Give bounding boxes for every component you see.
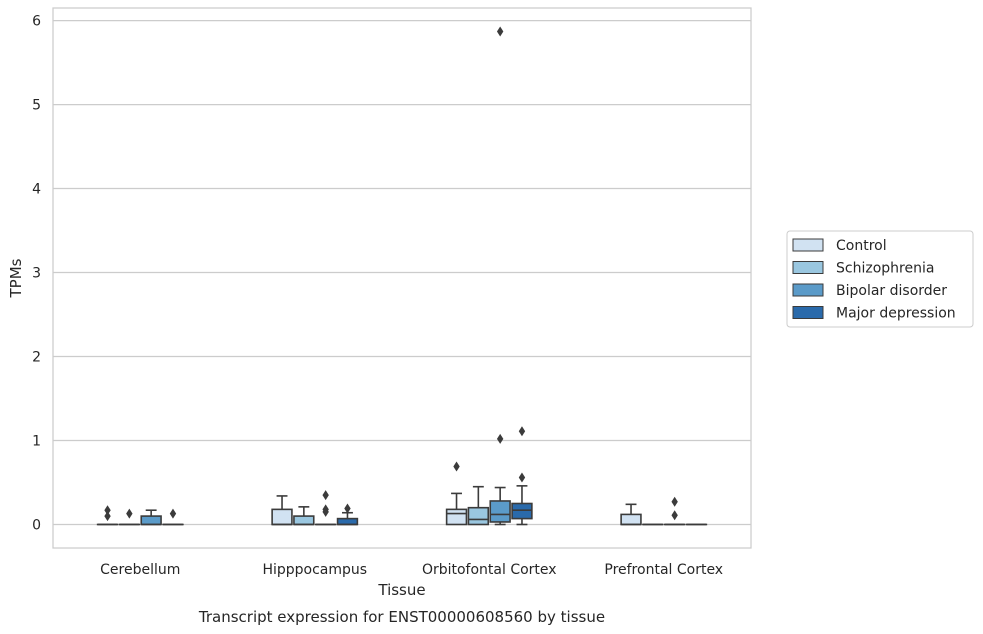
box-group	[663, 496, 686, 526]
box-rect	[140, 515, 162, 526]
legend-label: Major depression	[836, 306, 956, 322]
chart-caption: Transcript expression for ENST0000060856…	[198, 608, 605, 626]
legend-label: Control	[836, 238, 887, 254]
box-rect	[336, 517, 359, 526]
x-tick-label: Prefrontal Cortex	[604, 562, 723, 578]
box-group	[445, 461, 468, 526]
box-rect	[293, 515, 315, 526]
legend-label: Bipolar disorder	[836, 283, 947, 299]
box-rect	[511, 502, 533, 520]
outlier-point	[518, 426, 526, 437]
legend-swatch	[792, 238, 824, 252]
outlier-point	[453, 461, 460, 472]
outlier-point	[104, 511, 111, 522]
box-group	[314, 490, 337, 526]
box-rect	[271, 508, 293, 526]
box-group	[293, 506, 315, 526]
box-group	[467, 485, 490, 526]
x-axis-label: Tissue	[377, 581, 425, 599]
x-tick-label: Cerebellum	[100, 562, 180, 578]
outlier-point	[126, 508, 133, 519]
x-tick-label: Orbitofontal Cortex	[422, 562, 557, 578]
box-group	[162, 508, 184, 526]
outlier-point	[322, 504, 329, 515]
plot-area-frame	[52, 7, 752, 549]
box-group	[336, 503, 359, 526]
box-rect	[445, 508, 468, 526]
outlier-point	[104, 505, 111, 516]
x-tick-label: Hipppocampus	[262, 562, 367, 578]
y-tick-label: 1	[32, 434, 41, 450]
legend-swatch	[792, 283, 824, 297]
legend-swatch	[792, 306, 824, 319]
y-tick-label: 6	[32, 14, 41, 30]
legend-label: Schizophrenia	[836, 261, 934, 277]
outlier-point	[169, 508, 177, 519]
plot-area-background	[53, 8, 751, 548]
y-tick-label: 3	[32, 266, 41, 282]
boxes	[96, 26, 708, 526]
box-group	[271, 495, 293, 526]
outlier-point	[671, 496, 678, 507]
x-axis-ticks: Cerebellum Hipppocampus Orbitofontal Corte…	[100, 562, 723, 578]
outlier-point	[518, 472, 526, 483]
legend-swatch	[792, 261, 824, 274]
outlier-point	[496, 433, 504, 444]
y-tick-label: 2	[32, 350, 41, 366]
outlier-point	[496, 26, 504, 37]
legend: Control Schizophrenia Bipolar disorder Majo…	[786, 230, 974, 328]
box-group	[489, 26, 511, 526]
outlier-point	[671, 510, 678, 521]
box-group	[620, 503, 642, 526]
y-tick-label: 4	[32, 182, 41, 198]
outlier-point	[344, 503, 351, 514]
box-rect	[620, 513, 642, 526]
y-tick-label: 5	[32, 98, 41, 114]
legend-frame	[786, 230, 974, 328]
box-group	[140, 509, 162, 526]
box-group	[96, 505, 119, 526]
box-group	[511, 426, 533, 526]
y-axis-label: TPMs	[7, 258, 25, 298]
y-tick-label: 0	[32, 517, 41, 533]
y-axis-ticks: 0 1 2 3 4 5 6	[32, 14, 41, 534]
box-rect	[467, 506, 490, 526]
outlier-point	[322, 490, 329, 501]
box-group	[118, 508, 141, 526]
grid-lines	[53, 19, 751, 526]
box-rect	[489, 500, 511, 523]
